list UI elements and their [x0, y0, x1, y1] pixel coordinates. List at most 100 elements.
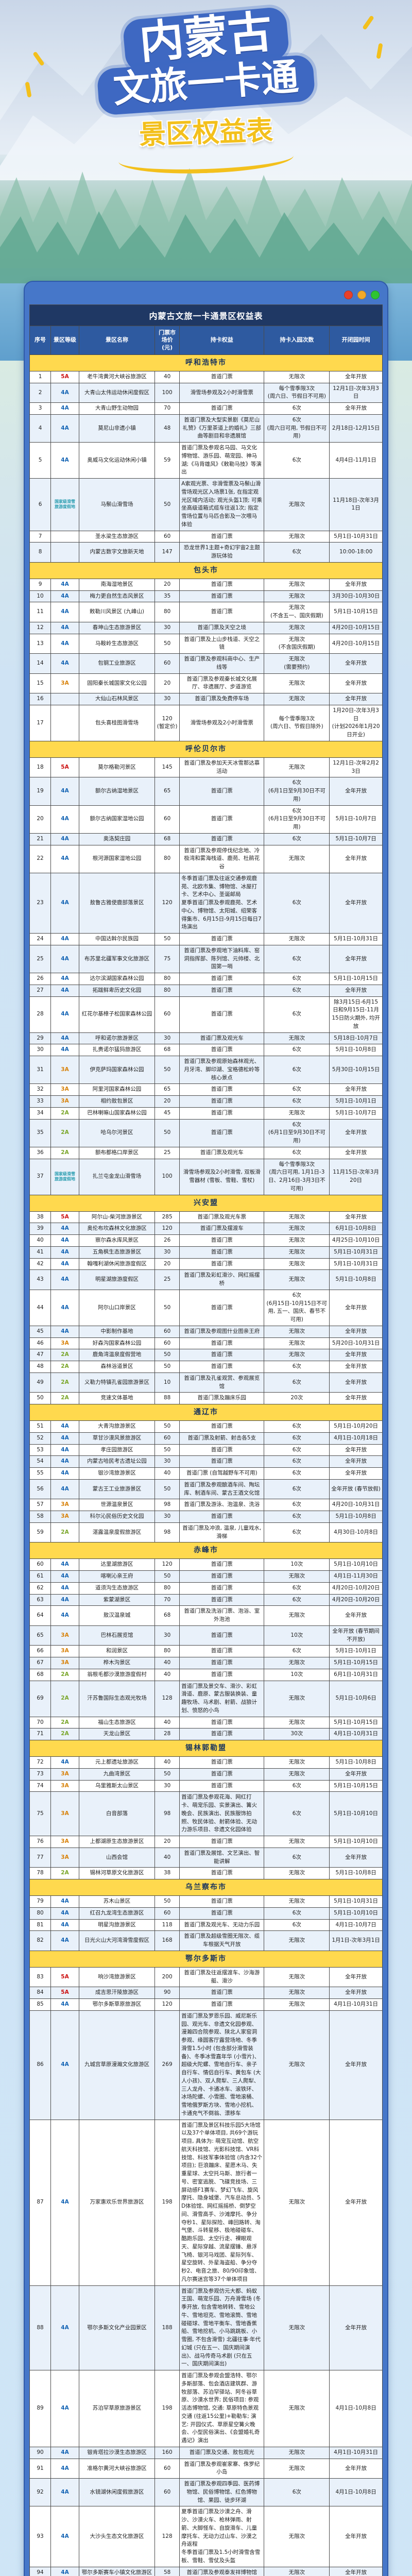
scenic-name: 根河源国家湿地公园	[78, 844, 156, 873]
ticket-price: 198	[154, 2119, 180, 2286]
scenic-row: 57 3A 世源温泉景区 98 首道门票及游泳、泡温泉、洗浴 6次 4月20日-10月31日	[29, 1499, 383, 1512]
scenic-row: 77 3A 山西会馆 40 首道门票及展馆、文艺演出、智能讲解 6次 全年开放	[29, 1847, 383, 1868]
open-time: 5月1日-10月15日	[329, 973, 383, 985]
row-number: 75	[29, 1791, 52, 1837]
open-time: 全年开放	[329, 2119, 383, 2286]
grade-badge: 4A	[50, 1444, 79, 1456]
scenic-name: 草甘沙漠风景旅游区	[78, 1432, 156, 1445]
entry-limit: 6次	[264, 1372, 330, 1393]
scenic-row: 74 3A 乌里雅斯太山景区 30 首道门票 6次 5月1日-10月15日	[29, 1780, 383, 1792]
grade-badge: 4A	[50, 602, 79, 622]
city-section-label: 包头市	[29, 562, 383, 579]
row-number: 15	[29, 673, 52, 694]
open-time: 全年开放	[329, 1211, 383, 1224]
row-number: 61	[29, 1570, 52, 1583]
scenic-name: 汗苏鲁国际生态观光牧场	[78, 1680, 156, 1717]
scenic-row: 27 4A 拓跋鲜卑历史文化园 80 首道门票 6次 全年开放	[29, 984, 383, 997]
grade-badge: 4A	[50, 442, 79, 479]
open-time: 5月1日-10月6日	[329, 1680, 383, 1717]
grade-badge: 2A	[50, 1372, 79, 1393]
scenic-row: 3 4A 大青山野生动物园 70 首道门票 6次 全年开放	[29, 402, 383, 415]
scenic-row: 42 4A 翰嘎利湖休闲旅游度假区 20 首道门票 无限次 5月1日-10月31日	[29, 1258, 383, 1270]
open-time: 全年开放	[329, 1361, 383, 1373]
open-time: 全年开放	[329, 2285, 383, 2371]
scenic-name: 银肯塔拉沙漠生态旅游区	[78, 2446, 156, 2459]
open-time: 6月1日-10月8日	[329, 1223, 383, 1235]
scenic-name: 森林浴道景区	[78, 1361, 156, 1373]
benefit-text: 首道门票及参加天天冰雪那达慕活动	[179, 757, 265, 778]
row-number: 35	[29, 1118, 52, 1147]
scenic-row: 31 3A 伊克萨玛国家森林公园 50 首道门票及参观原始森林观光、月牙湾、脚印湖、宝格…	[29, 1056, 383, 1084]
entry-limit: 10次	[264, 1558, 330, 1571]
grade-badge: 2A	[50, 1867, 79, 1880]
scenic-row: 61 4A 喀喇沁亲王府 50 首道门票 无限次 4月1日-11月30日	[29, 1570, 383, 1583]
grade-badge: 4A	[50, 2566, 79, 2576]
row-number: 49	[29, 1372, 52, 1393]
row-number: 92	[29, 2478, 52, 2507]
grade-badge: 3A	[50, 1083, 79, 1096]
grade-badge: 国家级滑雪 旅游度假地	[50, 1158, 79, 1195]
page-content: 内蒙古文旅一卡通景区权益表 序号 景区等级 景区名称 门票市场价 (元) 持卡权…	[0, 281, 412, 2576]
grade-badge: 4A	[50, 2119, 79, 2286]
scenic-name: 科尔沁民俗历史文化园	[78, 1511, 156, 1523]
entry-limit: 10次	[264, 1625, 330, 1646]
close-dot-icon[interactable]	[344, 291, 353, 299]
benefit-text: 首道门票及游泳、泡温泉、洗浴	[179, 1499, 265, 1512]
scenic-row: 91 4A 准格尔黄河大峡谷旅游区 60 首道门票及参观崔家寨、侏罗纪小岛 无限次 全年开放	[29, 2458, 383, 2479]
row-number: 67	[29, 1657, 52, 1669]
scenic-row: 38 5A 阿尔山-柴河旅游景区 285 首道门票及观光车票 无限次 全年开放	[29, 1211, 383, 1224]
minimize-dot-icon[interactable]	[357, 291, 366, 299]
entry-limit: 6次	[264, 442, 330, 479]
ticket-price: 20	[154, 578, 180, 591]
benefit-text: 首道门票及参观原始森林观光、月牙湾、脚印湖、宝格德松岭等核心景点	[179, 1056, 265, 1084]
ticket-price: 50	[154, 1056, 180, 1084]
grade-badge: 4A	[50, 1558, 79, 1571]
ticket-price: 50	[154, 1118, 180, 1147]
grade-badge: 3A	[50, 1847, 79, 1868]
row-number: 18	[29, 757, 52, 778]
scenic-row: 63 4A 紫蒙湖景区 70 首道门票 6次 4月20日-10月20日	[29, 1594, 383, 1606]
row-number: 24	[29, 933, 52, 945]
open-time: 5月1日-10月7日	[329, 833, 383, 845]
benefit-text: 首道门票	[179, 1582, 265, 1595]
scenic-row: 43 4A 明星湖旅游度假区 25 首道门票及彩虹滑沙、网红摇摆桥 无限次 5月1日-10月…	[29, 1269, 383, 1290]
row-number: 80	[29, 1907, 52, 1920]
open-time: 4月1日-10月31日	[329, 1728, 383, 1741]
open-time: 5月1日-10月7日	[329, 1107, 383, 1120]
open-time: 5月1日-10月8日	[329, 1756, 383, 1769]
grade-badge: 4A	[50, 944, 79, 974]
row-number: 91	[29, 2458, 52, 2479]
ticket-price: 60	[154, 2458, 180, 2479]
ticket-price: 118	[154, 1919, 180, 1931]
maximize-dot-icon[interactable]	[371, 291, 380, 299]
benefit-text: 首道门票	[179, 833, 265, 845]
col-header-benefit: 持卡权益	[179, 326, 265, 355]
row-number: 77	[29, 1847, 52, 1868]
row-number: 8	[29, 542, 52, 563]
ticket-price: 68	[154, 1605, 180, 1626]
entry-limit: 6次	[264, 872, 330, 934]
row-number: 51	[29, 1420, 52, 1433]
entry-limit: 无限次	[264, 2370, 330, 2447]
grade-badge	[50, 542, 79, 563]
benefit-text: 首道门票	[179, 1625, 265, 1646]
ticket-price: 168	[154, 1930, 180, 1951]
open-time: 全年开放	[329, 844, 383, 873]
grade-badge: 2A	[50, 1107, 79, 1120]
scenic-row: 44 4A 阿尔山口岸景区 50 首道门票 6次 (6月15日-10月15日不可用, 五一…	[29, 1289, 383, 1326]
entry-limit: 无限次	[264, 1258, 330, 1270]
scenic-row: 8 内蒙古数字文旅新天地 147 恐龙世界1主题+奇幻宇宙2主题游玩体验 6次 10:00…	[29, 542, 383, 563]
open-time: 5月1日-10月8日	[329, 1269, 383, 1290]
benefit-text: 首道门票	[179, 1455, 265, 1468]
benefit-text: 首道门票	[179, 1780, 265, 1792]
scenic-name: 鄂尔多斯赛车小镇文化旅游区	[78, 2566, 156, 2576]
window-titlebar	[29, 286, 383, 304]
grade-badge: 4A	[50, 2478, 79, 2507]
scenic-name: 圣水梁生态旅游区	[78, 530, 156, 543]
row-number: 48	[29, 1361, 52, 1373]
grade-badge: 4A	[50, 1044, 79, 1057]
row-number: 84	[29, 1987, 52, 1999]
entry-limit: 无限次	[264, 1349, 330, 1362]
grade-badge: 2A	[50, 1118, 79, 1147]
entry-limit: 6次	[264, 984, 330, 997]
